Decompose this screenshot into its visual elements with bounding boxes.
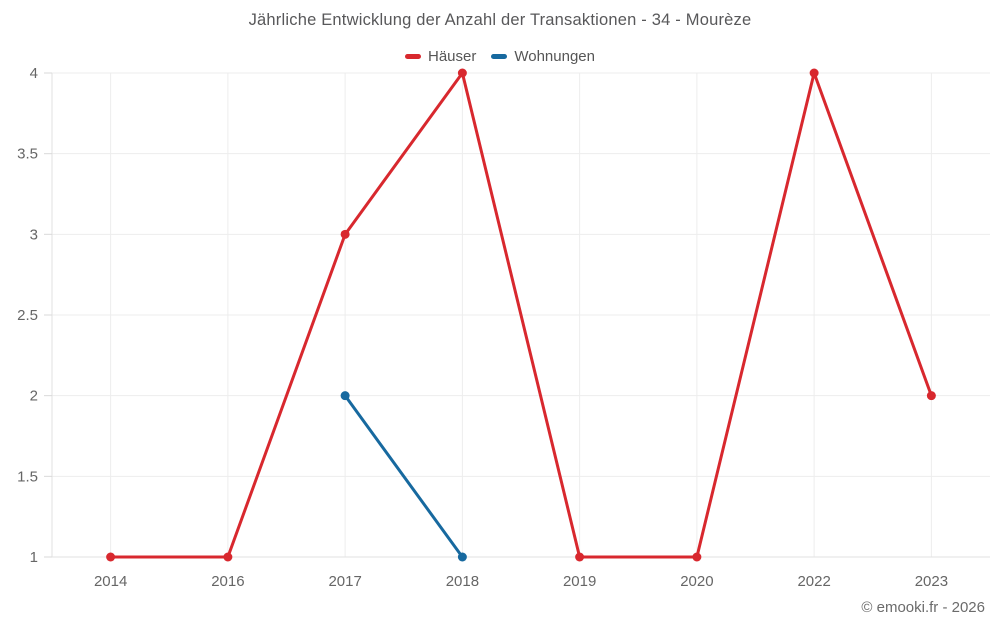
y-tick-label: 2.5 [17, 307, 38, 324]
chart-title: Jährliche Entwicklung der Anzahl der Tra… [248, 11, 752, 29]
x-tick-label: 2018 [446, 573, 479, 590]
hauser-data-point[interactable] [575, 552, 585, 562]
hauser-data-point[interactable] [926, 391, 936, 401]
y-tick-label: 4 [30, 65, 38, 82]
x-tick-label: 2023 [915, 573, 948, 590]
x-tick-label: 2017 [328, 573, 361, 590]
hauser-data-point[interactable] [692, 552, 702, 562]
x-tick-label: 2014 [94, 573, 127, 590]
hauser-data-point[interactable] [809, 68, 819, 78]
x-axis-labels: 2014 2016 2017 2018 2019 2020 2022 2023 [94, 573, 948, 590]
wohnungen-series [340, 391, 467, 562]
hauser-legend-swatch-icon [405, 54, 421, 59]
y-tick-label: 1 [30, 549, 38, 566]
y-tick-label: 2 [30, 388, 38, 405]
y-tick-label: 1.5 [17, 468, 38, 485]
wohnungen-data-point[interactable] [340, 391, 350, 401]
hauser-data-point[interactable] [457, 68, 467, 78]
y-tick-label: 3.5 [17, 146, 38, 163]
y-tick-label: 3 [30, 226, 38, 243]
wohnungen-data-point[interactable] [457, 552, 467, 562]
gridlines [52, 72, 990, 558]
x-tick-label: 2016 [211, 573, 244, 590]
hauser-data-point[interactable] [340, 229, 350, 239]
hauser-legend-label: Häuser [428, 48, 477, 65]
wohnungen-legend-label: Wohnungen [514, 48, 595, 65]
hauser-data-point[interactable] [106, 552, 116, 562]
wohnungen-legend-swatch-icon [491, 54, 508, 59]
wohnungen-line [343, 394, 464, 559]
legend-item-wohnungen[interactable]: Wohnungen [491, 48, 595, 65]
y-axis-labels: 1 1.5 2 2.5 3 3.5 4 [17, 65, 38, 566]
legend-item-hauser[interactable]: Häuser [405, 48, 476, 65]
hauser-data-point[interactable] [223, 552, 233, 562]
chart-legend: Häuser Wohnungen [0, 48, 1000, 65]
x-tick-label: 2022 [797, 573, 830, 590]
copyright-credit: © emooki.fr - 2026 [861, 599, 985, 616]
hauser-line [109, 71, 933, 559]
x-tick-label: 2020 [680, 573, 713, 590]
x-tick-label: 2019 [563, 573, 596, 590]
hauser-series [106, 68, 936, 562]
